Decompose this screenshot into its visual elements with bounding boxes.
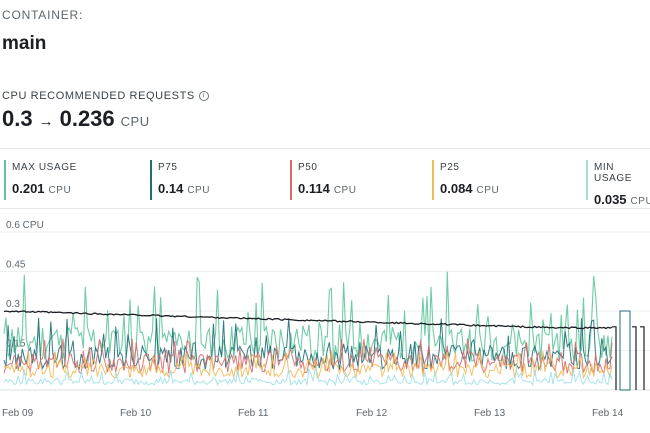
divider [0, 208, 650, 209]
x-tick-label: Feb 11 [238, 408, 269, 419]
stat-unit: CPU [476, 185, 500, 196]
stat-color-bar [290, 160, 292, 200]
stat-unit: CPU [333, 185, 357, 196]
x-tick-label: Feb 12 [356, 408, 388, 419]
stat-title: P75 [158, 162, 178, 173]
recommended-request-value: 0.236 [59, 106, 115, 131]
divider [0, 148, 650, 149]
usage-series-line [3, 367, 613, 387]
stat-unit: CPU [48, 185, 72, 196]
tail-segment [619, 310, 631, 391]
stat-value: 0.084 [440, 181, 473, 196]
stat-value: 0.201 [12, 181, 45, 196]
stat-color-bar [432, 160, 434, 200]
stat-title: MIN USAGE [594, 162, 633, 184]
y-tick-label: 0.15 [6, 339, 26, 350]
stat-p75: P75 0.14 CPU [150, 158, 210, 202]
container-label: CONTAINER: [2, 8, 84, 22]
recommendation-unit: CPU [120, 114, 150, 129]
recommendation-line [3, 310, 613, 330]
stat-max-usage: MAX USAGE 0.201 CPU [4, 158, 77, 202]
stat-unit: CPU [187, 185, 210, 196]
recommendation-label: CPU RECOMMENDED REQUESTS i [2, 90, 209, 102]
stat-p25: P25 0.084 CPU [432, 158, 499, 202]
y-tick-label: 0.3 [6, 299, 20, 310]
tail-segment [632, 326, 645, 390]
recommendation-label-text: CPU RECOMMENDED REQUESTS [2, 90, 195, 102]
usage-series-line [3, 338, 613, 376]
stat-title: P50 [298, 162, 318, 173]
container-name: main [2, 33, 47, 54]
usage-series-line [3, 350, 613, 380]
x-tick-label: Feb 10 [120, 408, 152, 419]
cpu-usage-chart[interactable]: 0.6 CPU 0.45 0.3 0.15 Feb 09 Feb 10 Feb 11 Feb … [0, 210, 650, 433]
stat-value: 0.035 [594, 192, 627, 207]
usage-series-line [3, 271, 613, 363]
stat-color-bar [150, 160, 152, 200]
stat-title: P25 [440, 162, 460, 173]
stat-unit: CPU [630, 196, 650, 207]
stat-color-bar [586, 160, 588, 200]
stat-p50: P50 0.114 CPU [290, 158, 356, 202]
arrow-right-icon: → [38, 113, 54, 130]
stat-value: 0.14 [158, 181, 184, 196]
y-tick-label: 0.6 CPU [6, 220, 44, 231]
x-tick-label: Feb 13 [474, 408, 506, 419]
stat-value: 0.114 [298, 181, 330, 196]
usage-stats: MAX USAGE 0.201 CPU P75 0.14 CPU P50 0.114… [0, 158, 650, 207]
current-request-value: 0.3 [2, 106, 33, 131]
stat-color-bar [4, 160, 6, 200]
x-tick-label: Feb 09 [2, 408, 34, 419]
tail-segment [612, 326, 617, 390]
info-icon[interactable]: i [198, 91, 209, 101]
stat-min-usage: MIN USAGE 0.035 CPU [586, 158, 650, 207]
y-tick-label: 0.45 [6, 260, 26, 271]
x-tick-label: Feb 14 [592, 408, 624, 419]
recommendation-values: 0.3 → 0.236 CPU [2, 106, 150, 132]
stat-title: MAX USAGE [12, 162, 77, 173]
